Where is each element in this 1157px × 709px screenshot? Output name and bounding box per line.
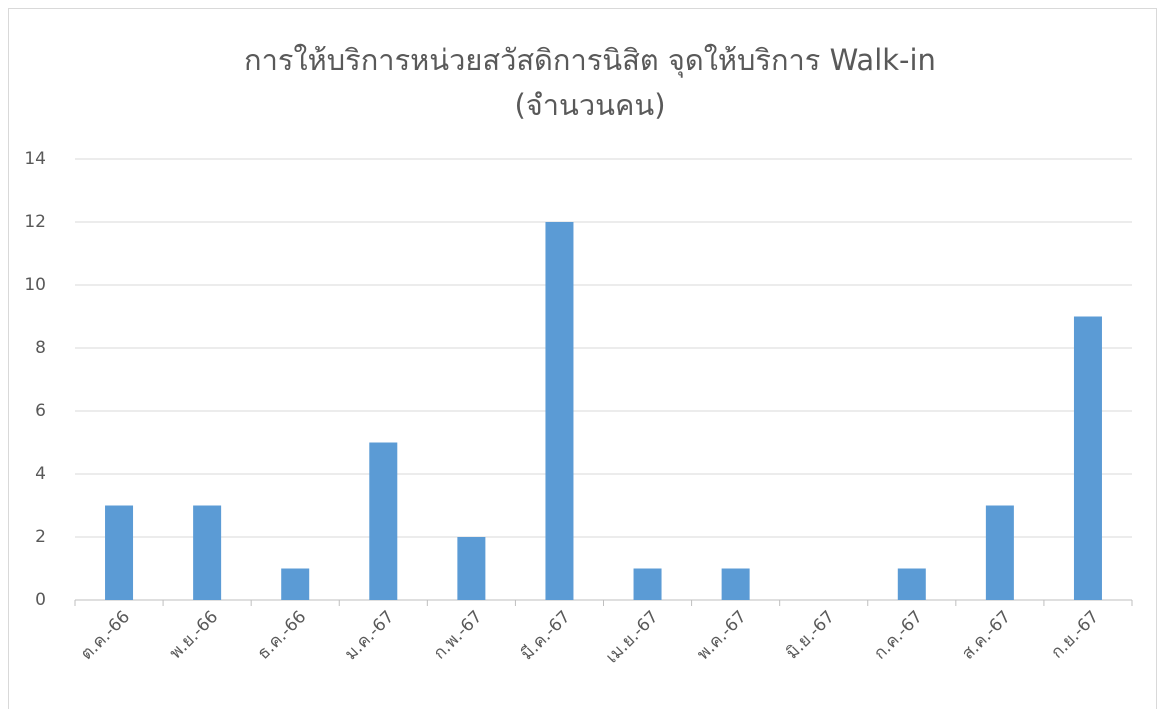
x-tick-label: ส.ค.-67 <box>958 607 1015 664</box>
x-tick-label: พ.ค.-67 <box>693 607 750 664</box>
x-tick-label: ธ.ค.-66 <box>253 607 310 664</box>
x-tick-label: มิ.ย.-67 <box>782 607 838 663</box>
x-tick-label: มี.ค.-67 <box>517 607 574 664</box>
x-tick-label: เม.ย.-67 <box>602 607 663 668</box>
bar <box>193 505 222 600</box>
x-tick-label: ม.ค.-67 <box>341 607 398 664</box>
bar <box>897 568 926 600</box>
x-tick-label: ก.ย.-67 <box>1047 607 1103 663</box>
y-tick-label: 0 <box>35 590 46 610</box>
bar <box>721 568 750 600</box>
bar <box>105 505 134 600</box>
y-tick-label: 8 <box>35 338 46 358</box>
y-tick-label: 14 <box>24 149 46 169</box>
x-tick-label: ต.ค.-66 <box>77 607 134 664</box>
x-tick-label: ก.ค.-67 <box>870 607 927 664</box>
bar <box>545 222 574 600</box>
bar <box>369 442 398 600</box>
bar <box>457 537 486 600</box>
x-tick-label: พ.ย.-66 <box>166 607 222 663</box>
bar <box>985 505 1014 600</box>
chart-subtitle: (จำนวนคน) <box>514 88 665 122</box>
y-tick-label: 6 <box>35 401 46 421</box>
chart-title: การให้บริการหน่วยสวัสดิการนิสิต จุดให้บร… <box>244 43 936 78</box>
y-tick-label: 12 <box>24 212 46 232</box>
x-tick-label: ก.พ.-67 <box>430 607 487 664</box>
y-tick-label: 4 <box>35 464 46 484</box>
bar <box>281 568 310 600</box>
bar <box>633 568 662 600</box>
bar <box>1073 316 1102 600</box>
y-tick-label: 10 <box>24 275 46 295</box>
y-tick-label: 2 <box>35 527 46 547</box>
